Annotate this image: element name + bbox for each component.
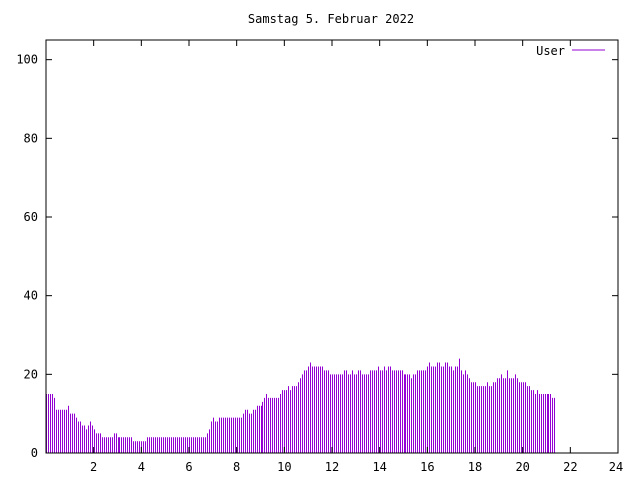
x-tick-label: 18 xyxy=(468,460,482,474)
y-tick-label: 100 xyxy=(16,53,38,67)
plot-frame xyxy=(45,39,619,454)
y-axis: 0 20 40 60 80 100 xyxy=(16,53,618,460)
y-tick-label: 20 xyxy=(24,367,38,381)
chart-title: Samstag 5. Februar 2022 xyxy=(248,12,414,26)
x-tick-label: 8 xyxy=(233,460,240,474)
x-tick-label: 20 xyxy=(515,460,529,474)
legend: User xyxy=(536,44,605,58)
x-axis: 2 4 6 8 10 12 14 16 18 20 22 24 xyxy=(90,40,623,474)
x-tick-label: 12 xyxy=(325,460,339,474)
y-tick-label: 0 xyxy=(31,446,38,460)
x-tick-label: 10 xyxy=(277,460,291,474)
x-tick-label: 6 xyxy=(185,460,192,474)
x-tick-label: 16 xyxy=(420,460,434,474)
x-tick-label: 24 xyxy=(609,460,623,474)
y-tick-label: 60 xyxy=(24,210,38,224)
legend-entry-user: User xyxy=(536,44,565,58)
x-tick-label: 2 xyxy=(90,460,97,474)
y-tick-label: 80 xyxy=(24,131,38,145)
y-tick-label: 40 xyxy=(24,289,38,303)
x-tick-label: 4 xyxy=(138,460,145,474)
x-tick-label: 22 xyxy=(563,460,577,474)
bar-series-user xyxy=(46,358,555,453)
x-tick-label: 14 xyxy=(372,460,386,474)
